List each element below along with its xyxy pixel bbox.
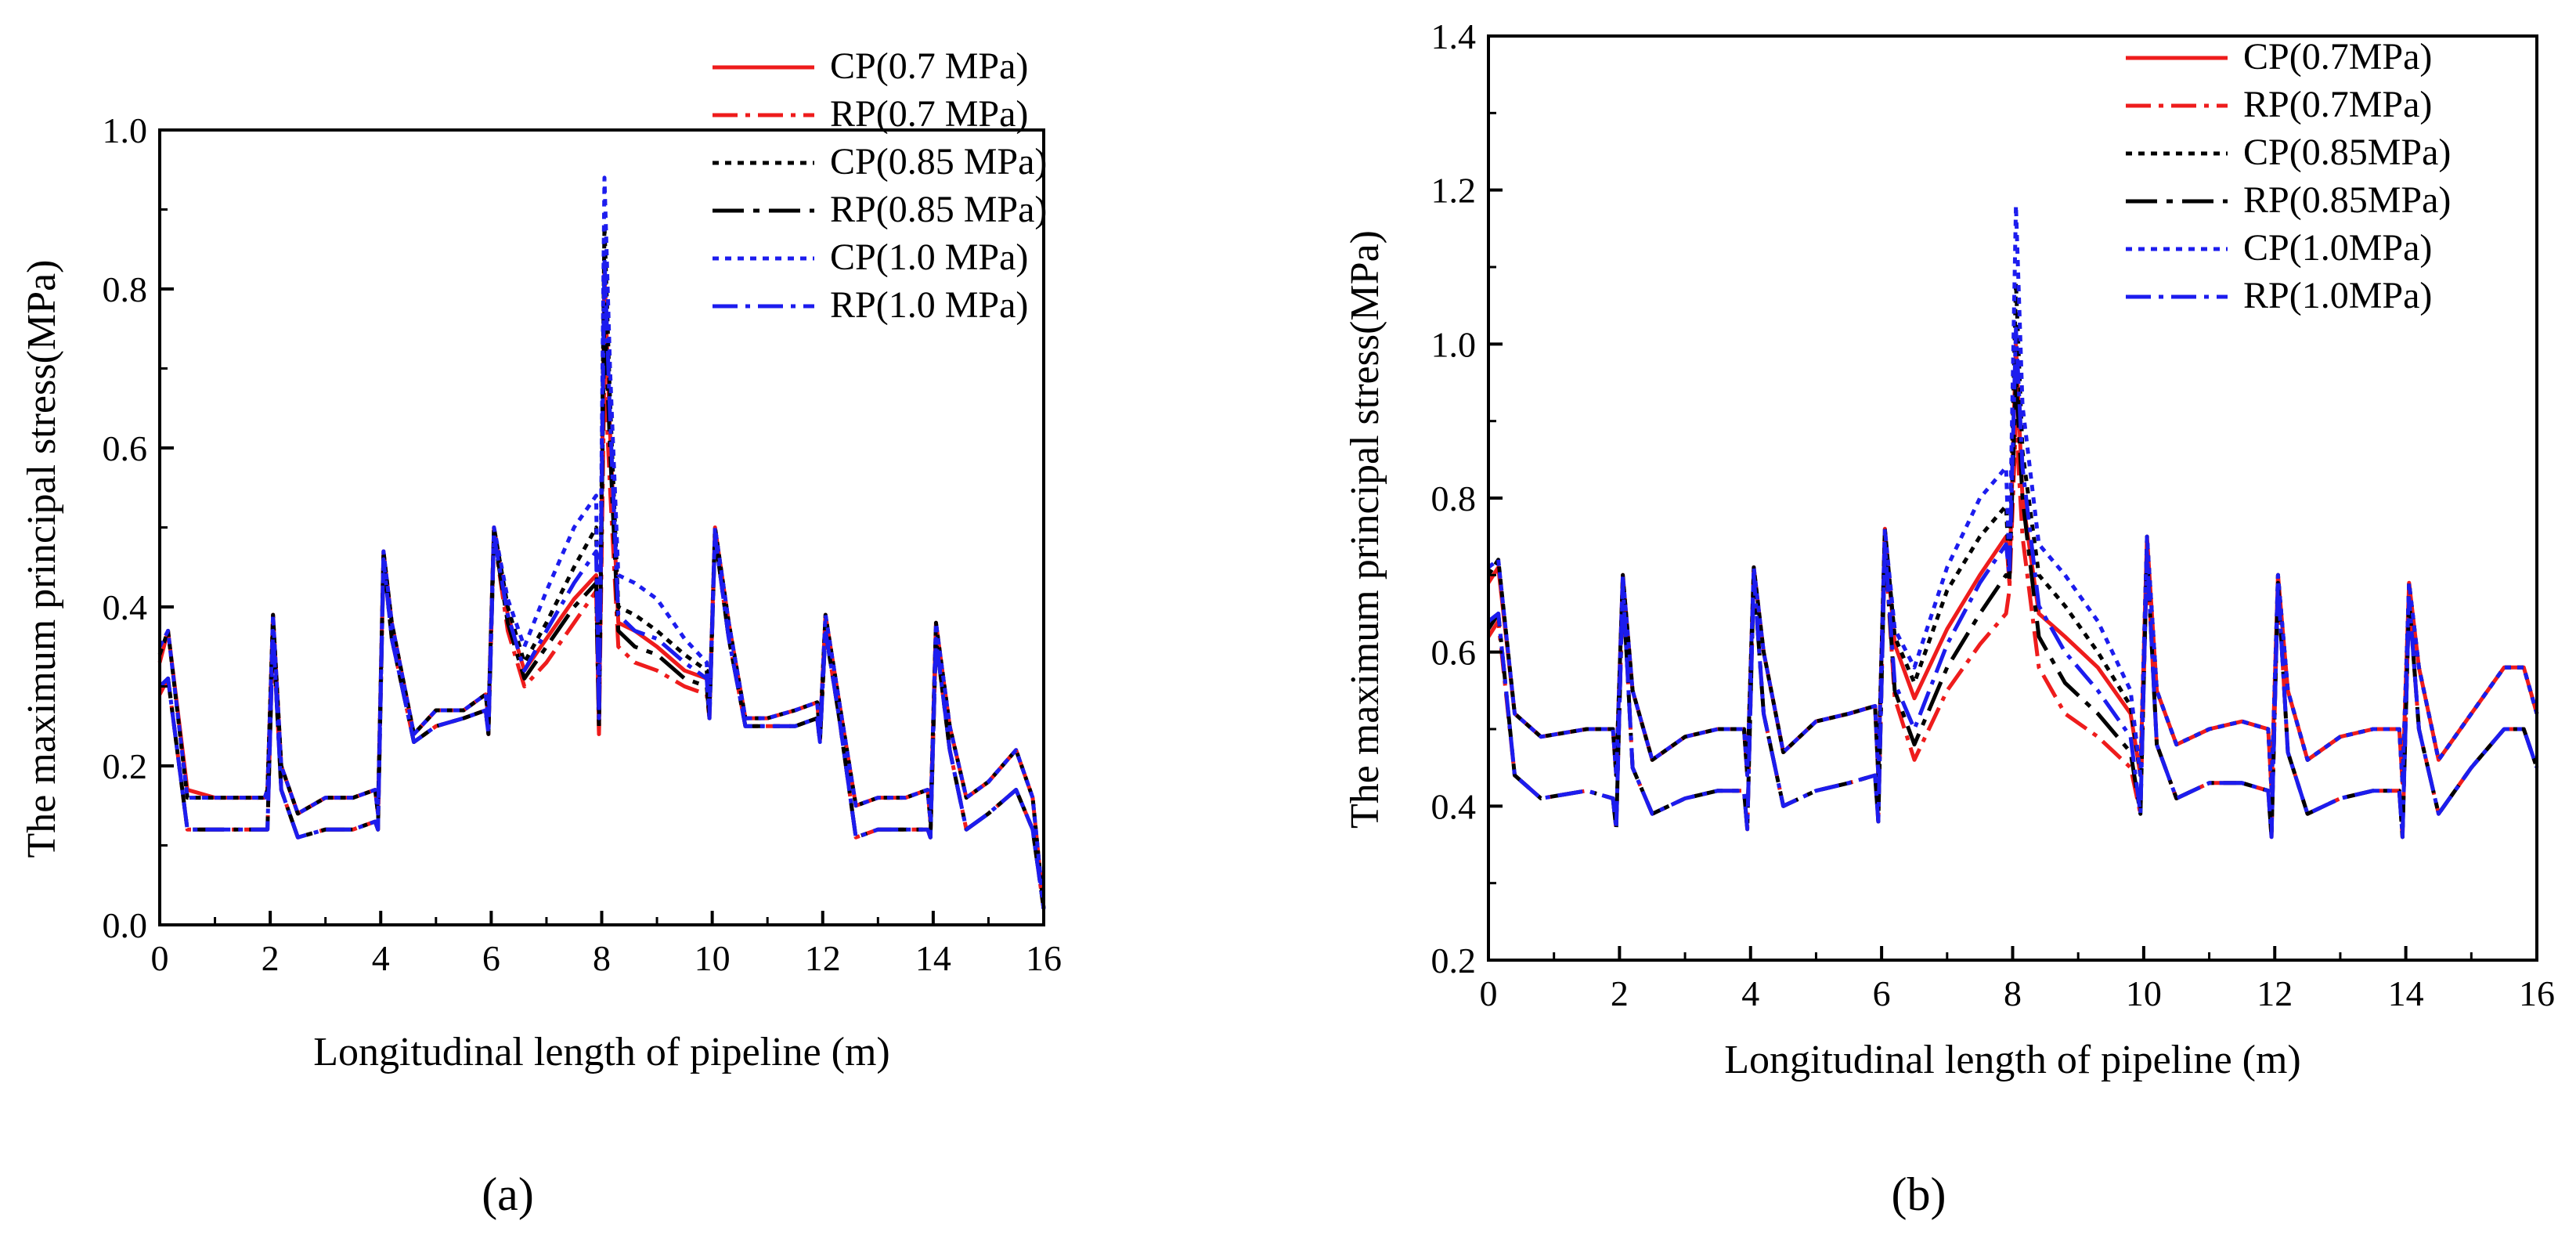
y-axis-title-b: The maximum principal stress(MPa) xyxy=(1343,230,1387,829)
x-axis-ticks-a: 0 2 4 6 8 10 12 14 16 xyxy=(151,911,1062,978)
x-tick-label: 4 xyxy=(1741,973,1759,1013)
legend-label: RP(1.0MPa) xyxy=(2243,275,2432,316)
x-tick-label: 4 xyxy=(372,938,390,978)
y-tick-label: 0.6 xyxy=(1431,633,1477,673)
x-axis-ticks-b: 0 2 4 6 8 10 12 14 16 xyxy=(1480,946,2555,1013)
x-tick-label: 12 xyxy=(805,938,841,978)
x-axis-title-b: Longitudinal length of pipeline (m) xyxy=(1724,1038,2301,1082)
x-axis-title-a: Longitudinal length of pipeline (m) xyxy=(313,1030,890,1074)
legend-label: RP(0.85MPa) xyxy=(2243,179,2451,221)
panel-tag-b: (b) xyxy=(1892,1168,1946,1220)
x-tick-label: 12 xyxy=(2257,973,2293,1013)
legend-label: CP(0.7 MPa) xyxy=(830,45,1028,87)
y-tick-label: 0.2 xyxy=(1431,941,1477,980)
series-line-a-5 xyxy=(158,255,1046,910)
series-line-a-2 xyxy=(157,223,1046,909)
legend-label: CP(1.0MPa) xyxy=(2243,227,2432,269)
x-tick-label: 2 xyxy=(262,938,280,978)
legend-label: RP(0.7MPa) xyxy=(2243,84,2432,125)
legend-label: RP(0.7 MPa) xyxy=(830,93,1028,135)
legend-label: RP(0.85 MPa) xyxy=(830,189,1047,230)
y-tick-label: 1.4 xyxy=(1431,16,1477,56)
y-tick-label: 0.0 xyxy=(103,905,148,945)
panel-tag-a: (a) xyxy=(482,1168,534,1220)
x-tick-label: 6 xyxy=(1873,973,1891,1013)
x-tick-label: 10 xyxy=(695,938,731,978)
x-tick-label: 14 xyxy=(915,938,951,978)
legend-label: CP(0.85 MPa) xyxy=(830,141,1047,182)
series-lines-b xyxy=(1486,203,2539,840)
y-tick-label: 0.4 xyxy=(103,587,148,627)
y-tick-label: 0.4 xyxy=(1431,786,1477,826)
series-lines-a xyxy=(157,175,1046,910)
x-tick-label: 16 xyxy=(2519,973,2555,1013)
x-tick-label: 10 xyxy=(2126,973,2162,1013)
legend-label: CP(1.0 MPa) xyxy=(830,237,1028,278)
y-tick-label: 1.0 xyxy=(103,110,148,150)
y-tick-label: 0.8 xyxy=(103,269,148,309)
x-tick-label: 6 xyxy=(482,938,500,978)
y-axis-ticks-a: 0.0 0.2 0.4 0.6 0.8 1.0 xyxy=(103,110,174,945)
x-tick-label: 14 xyxy=(2388,973,2424,1013)
y-axis-title-a: The maximum principal stress(MPa) xyxy=(20,260,64,858)
x-tick-label: 8 xyxy=(2004,973,2022,1013)
legend-label: CP(0.7MPa) xyxy=(2243,36,2432,78)
y-tick-label: 1.0 xyxy=(1431,324,1477,364)
x-tick-label: 16 xyxy=(1026,938,1062,978)
y-axis-ticks-b: 0.2 0.4 0.6 0.8 1.0 1.2 1.4 xyxy=(1431,16,1503,980)
series-line-b-5 xyxy=(1487,327,2539,840)
x-tick-label: 0 xyxy=(1480,973,1498,1013)
y-tick-label: 0.6 xyxy=(103,428,148,468)
chart-panel-b: 0 2 4 6 8 10 12 14 16 0.2 0.4 0.6 0.8 1.0 1.2 1.4 Long… xyxy=(1343,16,2555,1220)
y-tick-label: 0.2 xyxy=(103,746,148,786)
y-tick-label: 1.2 xyxy=(1431,171,1477,211)
series-line-a-4 xyxy=(157,175,1046,909)
x-tick-label: 0 xyxy=(151,938,169,978)
legend-a: CP(0.7 MPa) RP(0.7 MPa) CP(0.85 MPa) RP(0.8… xyxy=(713,45,1047,326)
legend-label: CP(0.85MPa) xyxy=(2243,132,2451,173)
y-tick-label: 0.8 xyxy=(1431,478,1477,518)
legend-label: RP(1.0 MPa) xyxy=(830,284,1028,326)
chart-panel-a: 0 2 4 6 8 10 12 14 16 0.0 0.2 0.4 0.6 0.8 1.0 Longitu… xyxy=(20,45,1062,1220)
x-tick-label: 2 xyxy=(1611,973,1629,1013)
legend-b: CP(0.7MPa) RP(0.7MPa) CP(0.85MPa) RP(0.85MP… xyxy=(2126,36,2451,316)
x-tick-label: 8 xyxy=(593,938,611,978)
